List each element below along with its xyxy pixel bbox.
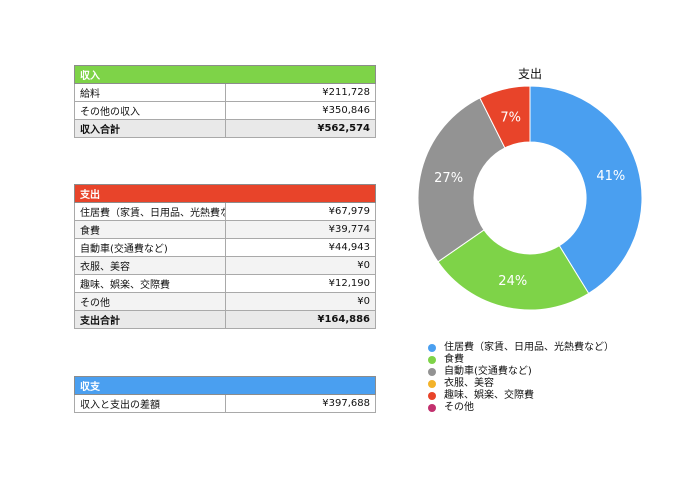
expense-total-label: 支出合計 (74, 310, 226, 329)
slice-data-label: 24% (498, 274, 527, 289)
balance-amount: ¥397,688 (224, 394, 376, 413)
table-row: 住居費（家賃、日用品、光熱費など） ¥67,979 (74, 202, 376, 221)
table-row: 給料 ¥211,728 (74, 83, 376, 102)
balance-table: 収支 収入と支出の差額 ¥397,688 (74, 376, 376, 413)
legend-label: 食費 (444, 354, 464, 365)
legend-item: 自動車(交通費など) (428, 366, 614, 378)
table-row: 趣味、娯楽、交際費 ¥12,190 (74, 274, 376, 293)
table-row: その他 ¥0 (74, 292, 376, 311)
legend-swatch (428, 404, 436, 412)
income-header: 収入 (74, 65, 376, 84)
expense-total-row: 支出合計 ¥164,886 (74, 310, 376, 329)
expense-label: 衣服、美容 (74, 256, 226, 275)
legend-item: 衣服、美容 (428, 378, 614, 390)
legend-item: その他 (428, 402, 614, 414)
expense-table: 支出 住居費（家賃、日用品、光熱費など） ¥67,979 食費 ¥39,774 … (74, 184, 376, 329)
income-total-amount: ¥562,574 (224, 119, 376, 138)
donut-slice (479, 85, 531, 149)
expense-total-amount: ¥164,886 (224, 310, 376, 329)
slice-data-label: 41% (596, 169, 625, 184)
legend-label: 趣味、娯楽、交際費 (444, 390, 534, 401)
legend-swatch (428, 380, 436, 388)
legend-item: 趣味、娯楽、交際費 (428, 390, 614, 402)
expense-label: その他 (74, 292, 226, 311)
income-table: 収入 給料 ¥211,728 その他の収入 ¥350,846 収入合計 ¥562… (74, 65, 376, 138)
chart-legend: 住居費（家賃、日用品、光熱費など） 食費 自動車(交通費など) 衣服、美容 趣味、娯楽、… (428, 342, 614, 414)
expense-label: 食費 (74, 220, 226, 239)
slice-data-label: 7% (500, 110, 521, 125)
legend-swatch (428, 344, 436, 352)
donut-slice (529, 85, 643, 295)
income-total-label: 収入合計 (74, 119, 226, 138)
legend-label: 住居費（家賃、日用品、光熱費など） (444, 342, 614, 353)
balance-header: 収支 (74, 376, 376, 395)
donut-slice (417, 97, 506, 263)
slice-data-label: 27% (434, 171, 463, 186)
expense-header: 支出 (74, 184, 376, 203)
income-total-row: 収入合計 ¥562,574 (74, 119, 376, 138)
legend-item: 住居費（家賃、日用品、光熱費など） (428, 342, 614, 354)
legend-label: 自動車(交通費など) (444, 366, 532, 377)
legend-swatch (428, 356, 436, 364)
legend-swatch (428, 392, 436, 400)
legend-label: 衣服、美容 (444, 378, 494, 389)
table-row: 自動車(交通費など) ¥44,943 (74, 238, 376, 257)
legend-item: 食費 (428, 354, 614, 366)
table-row: 衣服、美容 ¥0 (74, 256, 376, 275)
table-row: 収入と支出の差額 ¥397,688 (74, 394, 376, 413)
legend-label: その他 (444, 402, 474, 413)
expense-amount: ¥0 (224, 292, 376, 311)
donut-slice (437, 229, 590, 311)
table-row: 食費 ¥39,774 (74, 220, 376, 239)
chart-title: 支出 (518, 67, 542, 81)
legend-swatch (428, 368, 436, 376)
